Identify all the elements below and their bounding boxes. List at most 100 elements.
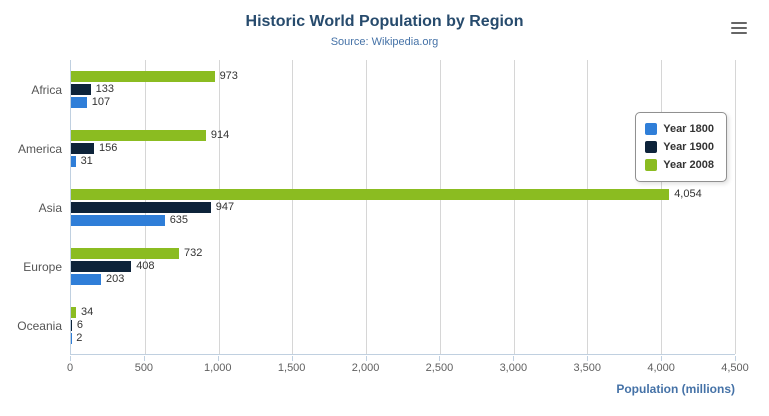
- bar-year-1900-oceania[interactable]: [71, 320, 72, 331]
- x-axis-tick: [735, 356, 736, 361]
- bar-year-1800-africa[interactable]: [71, 97, 87, 108]
- x-axis-label: 1,000: [204, 362, 232, 374]
- gridline: [366, 60, 368, 354]
- gridline: [735, 60, 736, 354]
- x-axis-label: 4,000: [647, 362, 675, 374]
- bar-value-label: 203: [105, 273, 125, 285]
- bars-layer: 973 133 107 914 156 31 4,054 947 635 732 408 203 34 6…: [71, 60, 735, 354]
- x-axis-label: 4,500: [721, 362, 749, 374]
- x-axis-label: 3,500: [573, 362, 601, 374]
- legend-swatch-year-1800: [645, 123, 658, 135]
- legend-swatch-year-1900: [645, 141, 658, 153]
- bar-year-1800-asia[interactable]: [71, 215, 165, 226]
- bar-row: 947: [71, 201, 735, 214]
- x-axis-label: 3,000: [499, 362, 528, 374]
- category-band-america: 914 156 31: [71, 119, 735, 178]
- category-band-asia: 4,054 947 635: [71, 178, 735, 237]
- bar-row: 203: [71, 273, 735, 286]
- x-axis-tick: [587, 356, 589, 361]
- axis-ticks: [70, 356, 736, 361]
- bar-row: 6: [71, 319, 735, 332]
- gridline: [661, 60, 663, 354]
- category-label-asia: Asia: [38, 200, 62, 215]
- legend-item-year-1900[interactable]: Year 1900: [645, 138, 714, 156]
- bar-row: 156: [71, 142, 735, 155]
- bar-year-1900-africa[interactable]: [71, 84, 91, 95]
- bar-year-1800-europe[interactable]: [71, 274, 101, 285]
- category-band-europe: 732 408 203: [71, 237, 735, 296]
- gridline: [292, 60, 294, 354]
- bar-value-label: 947: [215, 201, 235, 213]
- legend-item-year-1800[interactable]: Year 1800: [645, 120, 714, 138]
- x-axis-label: 1,500: [277, 362, 306, 374]
- bar-value-label: 31: [80, 155, 93, 167]
- bar-year-2008-asia[interactable]: [71, 189, 670, 200]
- plot-area: 973 133 107 914 156 31 4,054 947 635 732 408 203 34 6…: [70, 60, 736, 355]
- legend-swatch-year-2008: [645, 159, 658, 171]
- hamburger-bar: [731, 32, 747, 34]
- bar-value-label: 156: [99, 142, 118, 154]
- category-label-europe: Europe: [23, 259, 62, 274]
- legend-item-label: Year 1900: [663, 141, 714, 153]
- hamburger-bar: [731, 27, 747, 29]
- gridline: [439, 60, 441, 354]
- category-label-america: America: [17, 141, 62, 156]
- x-axis-label: 0: [66, 362, 74, 374]
- chart-title: Historic World Population by Region: [245, 13, 524, 30]
- x-axis-tick: [439, 356, 441, 361]
- x-axis-tick: [217, 356, 219, 361]
- chart-subtitle: Source: Wikipedia.org: [330, 36, 439, 48]
- bar-year-2008-africa[interactable]: [71, 71, 215, 82]
- bar-year-1900-america[interactable]: [71, 143, 95, 154]
- bar-year-1900-europe[interactable]: [71, 261, 132, 272]
- x-axis-tick: [513, 356, 515, 361]
- x-axis-tick: [661, 356, 663, 361]
- hamburger-menu-icon[interactable]: [731, 22, 747, 34]
- category-label-oceania: Oceania: [17, 318, 62, 333]
- gridline: [218, 60, 220, 354]
- bar-year-1800-america[interactable]: [71, 156, 76, 167]
- bar-value-label: 107: [91, 96, 111, 108]
- bar-row: 133: [71, 83, 735, 96]
- bar-row: 973: [71, 70, 735, 83]
- bar-year-2008-europe[interactable]: [71, 248, 179, 259]
- bar-value-label: 6: [76, 319, 83, 331]
- x-axis-tick: [291, 356, 293, 361]
- x-axis-label: 500: [134, 362, 154, 374]
- bar-row: 31: [71, 155, 735, 168]
- legend-item-label: Year 2008: [663, 159, 714, 171]
- bar-value-label: 408: [136, 260, 155, 272]
- legend-item-year-2008[interactable]: Year 2008: [645, 156, 714, 174]
- legend-item-label: Year 1800: [663, 123, 714, 135]
- bar-value-label: 914: [210, 129, 230, 141]
- legend: Year 1800 Year 1900 Year 2008: [635, 112, 727, 182]
- bar-value-label: 133: [95, 83, 114, 95]
- bar-year-2008-america[interactable]: [71, 130, 206, 141]
- bar-value-label: 732: [184, 247, 203, 259]
- category-band-africa: 973 133 107: [71, 60, 735, 119]
- bar-value-label: 4,054: [674, 188, 702, 200]
- x-axis-title: Population (millions): [616, 382, 735, 396]
- bar-year-1900-asia[interactable]: [71, 202, 211, 213]
- bar-row: 4,054: [71, 188, 735, 201]
- bar-row: 635: [71, 214, 735, 227]
- x-axis-label: 2,000: [351, 362, 380, 374]
- gridline: [513, 60, 515, 354]
- bar-value-label: 2: [76, 332, 83, 344]
- x-axis-tick: [70, 356, 71, 361]
- bar-row: 107: [71, 96, 735, 109]
- bar-row: 408: [71, 260, 735, 273]
- bar-value-label: 34: [81, 306, 94, 318]
- category-axis: Africa America Asia Europe Oceania: [0, 60, 62, 355]
- gridline: [587, 60, 589, 354]
- bar-value-label: 973: [219, 70, 238, 82]
- hamburger-bar: [731, 22, 747, 24]
- x-axis-tick: [143, 356, 145, 361]
- category-band-oceania: 34 6 2: [71, 296, 735, 355]
- value-axis: 0 500 1,000 1,500 2,000 2,500 3,000 3,500 4,000 4…: [66, 362, 749, 376]
- bar-row: 2: [71, 332, 735, 345]
- bar-row: 34: [71, 306, 735, 319]
- x-axis-label: 2,500: [425, 362, 454, 374]
- bar-year-2008-oceania[interactable]: [71, 307, 77, 318]
